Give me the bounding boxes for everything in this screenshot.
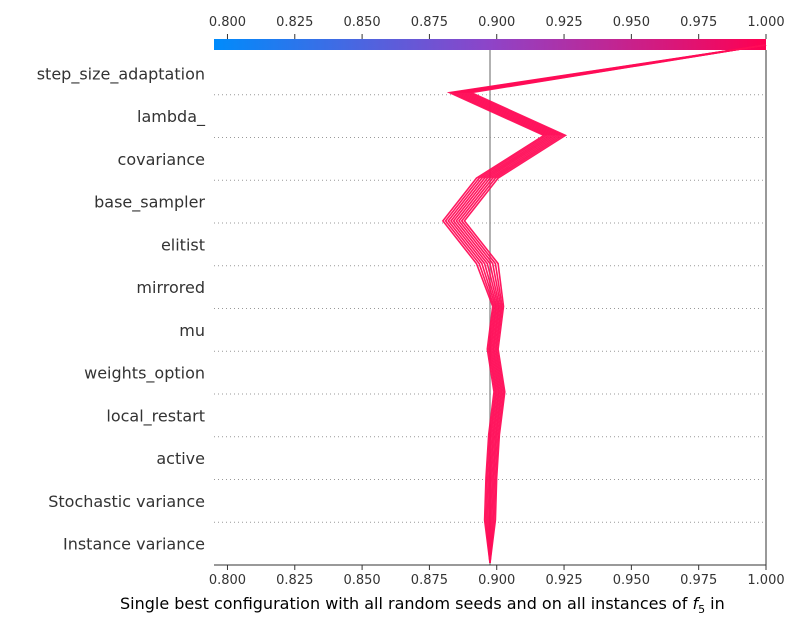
feature-label: active (156, 449, 205, 468)
top-tick-label: 1.000 (747, 15, 784, 30)
bottom-tick-label: 0.925 (545, 573, 582, 588)
bottom-tick-label: 0.975 (680, 573, 717, 588)
decision-line-5 (455, 44, 767, 563)
bottom-tick-label: 0.850 (343, 573, 380, 588)
bottom-tick-label: 0.950 (613, 573, 650, 588)
feature-label: elitist (161, 235, 205, 254)
bottom-tick-label: 0.900 (478, 573, 515, 588)
feature-label: Stochastic variance (48, 492, 205, 511)
x-axis-title-suffix: in (705, 594, 725, 613)
bottom-tick-label: 1.000 (747, 573, 784, 588)
decision-line-1 (444, 44, 767, 563)
decision-line-7 (460, 44, 767, 563)
bottom-tick-label: 0.800 (209, 573, 246, 588)
decision-line-4 (452, 44, 767, 563)
bottom-tick-label: 0.825 (276, 573, 313, 588)
x-axis-title: Single best configuration with all rando… (120, 594, 725, 616)
feature-label: lambda_ (137, 107, 206, 127)
feature-label: step_size_adaptation (37, 64, 205, 84)
decision-line-2 (447, 44, 767, 563)
decision-line-0 (441, 44, 767, 564)
top-tick-label: 0.825 (276, 15, 313, 30)
top-tick-label: 0.800 (209, 15, 246, 30)
decision-line-3 (449, 44, 767, 563)
feature-label: mirrored (136, 278, 205, 297)
feature-label: Instance variance (63, 535, 205, 554)
x-axis-title-math: f (692, 594, 700, 613)
x-axis-title-text: Single best configuration with all rando… (120, 594, 692, 613)
feature-label: weights_option (84, 364, 205, 384)
top-tick-label: 0.975 (680, 15, 717, 30)
feature-label: local_restart (106, 406, 205, 426)
top-tick-label: 0.950 (613, 15, 650, 30)
decision-line-6 (457, 44, 767, 563)
colorbar (214, 39, 766, 50)
top-tick-label: 0.875 (411, 15, 448, 30)
top-tick-label: 0.925 (545, 15, 582, 30)
feature-label: covariance (118, 150, 205, 169)
x-axis-title-subscript: 5 (698, 603, 705, 616)
top-tick-label: 0.900 (478, 15, 515, 30)
bottom-tick-label: 0.875 (411, 573, 448, 588)
feature-label: base_sampler (94, 193, 205, 213)
decision-line-8 (463, 44, 767, 564)
feature-label: mu (179, 321, 205, 340)
top-tick-label: 0.850 (343, 15, 380, 30)
